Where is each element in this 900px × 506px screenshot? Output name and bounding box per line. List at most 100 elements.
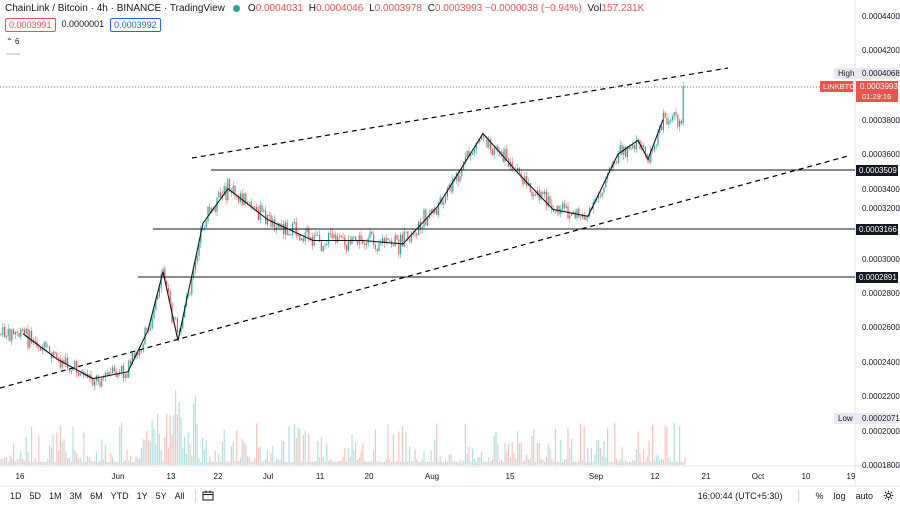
volume-bar (209, 456, 211, 465)
upper-trendline[interactable] (191, 67, 729, 159)
time-tick: Aug (425, 472, 439, 481)
volume-bar (668, 457, 670, 465)
volume-bar (283, 440, 285, 465)
candle-body (328, 233, 330, 244)
volume-bar (117, 461, 119, 465)
volume-bar (563, 459, 565, 465)
volume-bar (504, 443, 506, 465)
timeframe-3m[interactable]: 3M (69, 491, 83, 501)
gear-icon[interactable] (883, 490, 894, 503)
volume-bar (475, 461, 477, 465)
candle-body (545, 191, 547, 207)
timeframe-6m[interactable]: 6M (90, 491, 103, 501)
volume-bar (284, 461, 286, 465)
toolbar-right: 16:00:44 (UTC+5:30) % log auto (698, 490, 894, 503)
volume-bar (254, 458, 256, 465)
volume-bar (581, 459, 583, 465)
volume-bar (331, 461, 333, 465)
volume-bar (313, 461, 315, 465)
timeframe-ytd[interactable]: YTD (110, 491, 129, 501)
candle-body (358, 235, 360, 245)
buy-button[interactable]: 0.0003992 (110, 18, 161, 32)
volume-bar (207, 461, 209, 465)
volume-bar (211, 461, 213, 465)
candle-body (677, 114, 679, 127)
timeframe-5d[interactable]: 5D (29, 491, 42, 501)
volume-bar (83, 432, 85, 465)
volume-bar (185, 453, 187, 465)
volume-bar (634, 461, 636, 465)
candle-body (180, 328, 182, 332)
time-tick: Jul (263, 472, 273, 481)
utc-clock[interactable]: 16:00:44 (UTC+5:30) (697, 491, 783, 501)
candle-body (673, 112, 675, 117)
volume-bar (139, 458, 141, 465)
sell-button[interactable]: 0.0003991 (5, 18, 56, 32)
volume-bar (662, 459, 664, 465)
volume-bar (401, 425, 403, 465)
time-tick: 13 (167, 472, 176, 481)
volume-bar (252, 461, 254, 465)
volume-bar (364, 461, 366, 465)
candle-body (398, 239, 400, 255)
volume-bar (673, 422, 675, 465)
candle-body (315, 235, 317, 236)
timeframe-5y[interactable]: 5Y (155, 491, 167, 501)
volume-bar (436, 423, 438, 465)
log-toggle[interactable]: log (833, 491, 846, 501)
volume-value: 157.231K (601, 3, 645, 14)
volume-bar (22, 458, 24, 465)
candle-body (664, 112, 666, 119)
ohlc-values: O0.0004031 H0.0004046 L0.0003978 C0.0003… (248, 3, 644, 14)
volume-bar (396, 461, 398, 465)
volume-bar (362, 443, 364, 465)
candle-body (450, 184, 452, 192)
percent-toggle[interactable]: % (815, 491, 824, 501)
candle-body (533, 194, 535, 197)
volume-bar (369, 461, 371, 465)
candle-body (113, 367, 115, 372)
auto-toggle[interactable]: auto (855, 491, 873, 501)
timeframe-1d[interactable]: 1D (10, 491, 22, 501)
candle-body (11, 329, 13, 341)
volume-bar (153, 428, 155, 465)
price-tick: 0.0003200 (862, 204, 900, 213)
price-tick: 0.0003800 (862, 116, 900, 125)
candle-body (198, 243, 200, 256)
timeframe-1y[interactable]: 1Y (136, 491, 148, 501)
candle-body (196, 255, 198, 262)
volume-bar (227, 460, 229, 465)
volume-bar (68, 457, 70, 465)
timeframe-all[interactable]: All (174, 491, 185, 501)
volume-bar (608, 461, 610, 465)
candle-body (106, 372, 108, 375)
volume-bar (310, 461, 312, 465)
volume-bar (457, 461, 459, 465)
volume-bar (131, 461, 133, 465)
timeframe-1m[interactable]: 1M (49, 491, 62, 501)
candle-body (407, 231, 409, 240)
calendar-range-icon[interactable] (202, 490, 214, 503)
candle-body (416, 233, 418, 236)
volume-bar (261, 461, 263, 465)
volume-bar (124, 459, 126, 465)
high-label-box (834, 68, 898, 79)
candle-body (626, 146, 628, 157)
candle-body (380, 243, 382, 244)
volume-bar (531, 435, 533, 465)
volume-histogram (0, 390, 686, 465)
symbol-title[interactable]: ChainLink / Bitcoin · 4h · BINANCE · Tra… (5, 3, 225, 14)
volume-bar (479, 456, 481, 465)
candle-body (263, 210, 265, 212)
volume-bar (144, 439, 146, 465)
candle-body (387, 238, 389, 241)
candle-body (79, 373, 81, 376)
candle-body (518, 167, 520, 174)
candle-body (229, 179, 231, 192)
volume-bar (353, 450, 355, 465)
indicator-toggle[interactable]: ⌃ 6 (6, 37, 19, 46)
volume-bar (643, 448, 645, 465)
volume-bar (419, 461, 421, 465)
lower-trendline[interactable] (0, 155, 849, 389)
